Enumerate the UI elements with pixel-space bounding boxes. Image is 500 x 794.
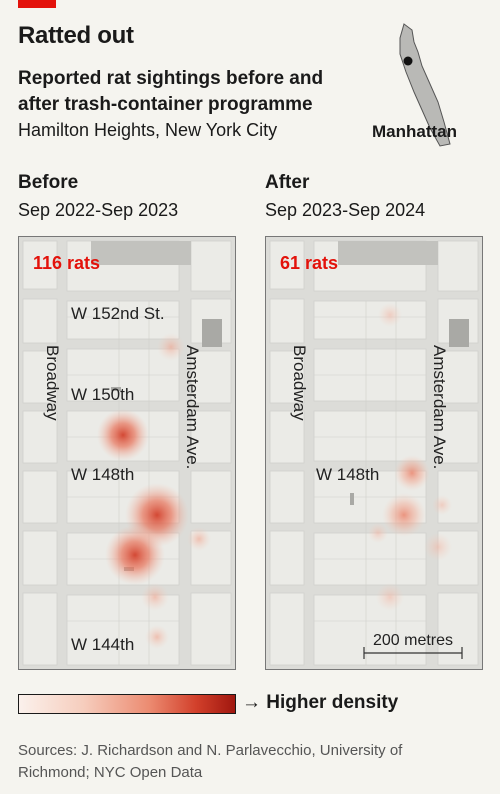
street-label: W 150th [71,385,134,404]
heat-spot [141,583,169,611]
location-label: Hamilton Heights, New York City [18,120,278,140]
heat-spot [187,527,211,551]
heat-spot [376,583,404,611]
chart-subtitle: Reported rat sightings before and after … [18,68,324,115]
heat-spot [105,525,165,585]
location-marker [403,56,413,66]
manhattan-label: Manhattan [372,122,457,141]
rat-count-label: 116 rats [33,253,100,273]
park-block [91,241,191,265]
arrow-right-icon: → [242,692,261,713]
rat-count-label: 61 rats [280,253,338,273]
sources-note: Sources: J. Richardson and N. Parlavecch… [18,742,403,781]
manhattan-inset-map [399,23,451,147]
heat-spot [97,409,149,461]
heat-spot [157,333,185,361]
street-label: W 148th [71,465,134,484]
after-heading: After [265,172,310,193]
avenue-label: Broadway [290,345,309,421]
after-map: 61 rats W 148th Broadway Amsterdam Ave. … [265,236,483,670]
street-label: W 148th [316,465,379,484]
chart-title: Ratted out [18,22,134,49]
park-block [338,241,438,265]
after-period: Sep 2023-Sep 2024 [265,200,426,220]
street-label: W 144th [71,635,134,654]
scale-label: 200 metres [373,632,453,649]
building-block [202,319,222,347]
density-legend-bar [18,694,236,714]
before-period: Sep 2022-Sep 2023 [18,200,179,220]
building-block [449,319,469,347]
avenue-label: Amsterdam Ave. [183,345,202,469]
heat-spot [368,523,388,543]
heat-spot [378,303,402,327]
street-label: W 152nd St. [71,304,165,323]
accent-tag [18,0,56,8]
avenue-label: Amsterdam Ave. [430,345,449,469]
heat-spot [145,625,169,649]
before-heading: Before [18,172,79,193]
legend-label: → Higher density [242,692,399,713]
heat-spot [424,533,452,561]
heat-spot [432,495,452,515]
heat-spot [394,455,430,491]
before-map: 116 rats W 152nd St. W 150th W 148th W 1… [18,236,236,670]
scale-bar [363,647,463,659]
heat-spot [382,493,426,537]
avenue-label: Broadway [43,345,62,421]
